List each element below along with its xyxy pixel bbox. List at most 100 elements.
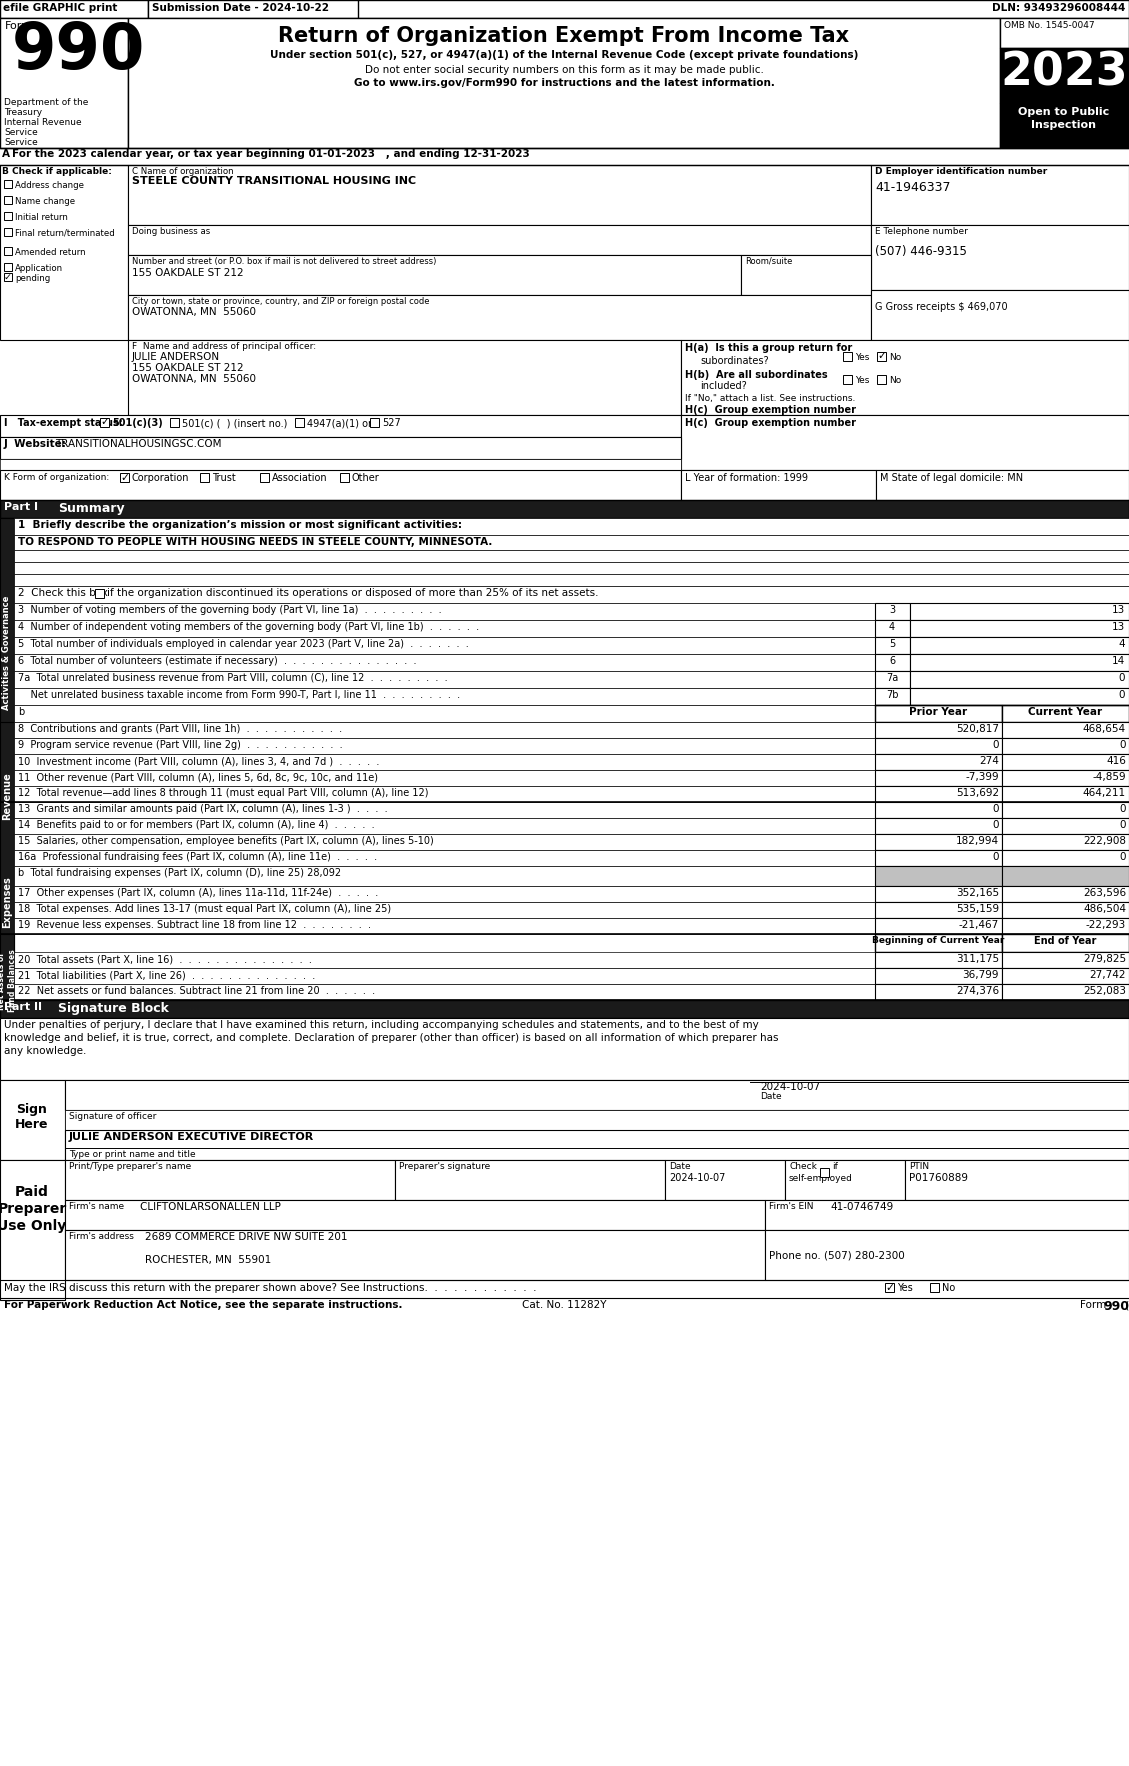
Text: Signature Block: Signature Block — [58, 1001, 169, 1015]
Text: -21,467: -21,467 — [959, 920, 999, 931]
Text: Phone no. (507) 280-2300: Phone no. (507) 280-2300 — [769, 1250, 904, 1259]
Bar — [5, 274, 12, 281]
Bar — [0, 415, 681, 436]
Text: 527: 527 — [382, 419, 401, 427]
Text: Form: Form — [1080, 1300, 1110, 1310]
Bar — [0, 436, 681, 459]
Bar — [0, 1000, 1129, 1017]
Bar — [875, 902, 1003, 918]
Bar — [65, 1229, 765, 1280]
Bar — [875, 602, 910, 620]
Bar — [14, 952, 875, 968]
Bar — [0, 0, 1129, 18]
Text: Expenses: Expenses — [2, 876, 12, 927]
Text: 13: 13 — [1112, 622, 1124, 632]
Text: 4  Number of independent voting members of the governing body (Part VI, line 1b): 4 Number of independent voting members o… — [18, 622, 479, 632]
Bar — [1003, 952, 1129, 968]
Text: 20  Total assets (Part X, line 16)  .  .  .  .  .  .  .  .  .  .  .  .  .  .  .: 20 Total assets (Part X, line 16) . . . … — [18, 954, 312, 964]
Text: TRANSITIONALHOUSINGSC.COM: TRANSITIONALHOUSINGSC.COM — [55, 440, 221, 449]
Bar — [14, 770, 875, 786]
Text: 1  Briefly describe the organization’s mission or most significant activities:: 1 Briefly describe the organization’s mi… — [18, 519, 462, 530]
Text: Department of the: Department of the — [5, 97, 88, 108]
Text: For Paperwork Reduction Act Notice, see the separate instructions.: For Paperwork Reduction Act Notice, see … — [5, 1300, 403, 1310]
Text: May the IRS discuss this return with the preparer shown above? See Instructions.: May the IRS discuss this return with the… — [5, 1284, 536, 1293]
Bar — [0, 500, 1129, 517]
Text: 3  Number of voting members of the governing body (Part VI, line 1a)  .  .  .  .: 3 Number of voting members of the govern… — [18, 606, 441, 615]
Text: Date: Date — [760, 1091, 781, 1100]
Text: ✓: ✓ — [120, 473, 129, 482]
Text: subordinates?: subordinates? — [700, 357, 769, 366]
Bar — [0, 470, 681, 500]
Bar — [95, 590, 104, 599]
Text: 501(c)(3): 501(c)(3) — [112, 419, 163, 427]
Bar — [875, 770, 1003, 786]
Bar — [681, 470, 876, 500]
Text: Under penalties of perjury, I declare that I have examined this return, includin: Under penalties of perjury, I declare th… — [5, 1021, 759, 1030]
Text: ✓: ✓ — [885, 1282, 894, 1293]
Bar — [875, 887, 1003, 902]
Bar — [14, 865, 875, 887]
Text: Name change: Name change — [15, 198, 76, 207]
Text: 6: 6 — [889, 655, 895, 666]
Text: pending: pending — [15, 274, 51, 283]
Text: Final return/terminated: Final return/terminated — [15, 230, 115, 238]
Text: H(c)  Group exemption number: H(c) Group exemption number — [685, 419, 856, 427]
Text: L Year of formation: 1999: L Year of formation: 1999 — [685, 473, 808, 482]
Bar — [765, 1229, 1129, 1280]
Bar — [843, 351, 852, 360]
Text: Go to www.irs.gov/Form990 for instructions and the latest information.: Go to www.irs.gov/Form990 for instructio… — [353, 78, 774, 88]
Text: JULIE ANDERSON: JULIE ANDERSON — [132, 351, 220, 362]
Text: 352,165: 352,165 — [956, 888, 999, 897]
Text: H(a)  Is this a group return for: H(a) Is this a group return for — [685, 343, 852, 353]
Text: Inspection: Inspection — [1032, 120, 1096, 131]
Text: Type or print name and title: Type or print name and title — [69, 1150, 195, 1158]
Text: 15  Salaries, other compensation, employee benefits (Part IX, column (A), lines : 15 Salaries, other compensation, employe… — [18, 835, 434, 846]
Text: Other: Other — [352, 473, 379, 482]
Bar — [875, 754, 1003, 770]
Text: efile GRAPHIC print: efile GRAPHIC print — [3, 4, 117, 12]
Text: 5  Total number of individuals employed in calendar year 2023 (Part V, line 2a) : 5 Total number of individuals employed i… — [18, 639, 469, 648]
Bar — [14, 738, 875, 754]
Text: 41-1946337: 41-1946337 — [875, 180, 951, 194]
Text: 182,994: 182,994 — [956, 835, 999, 846]
Text: 222,908: 222,908 — [1083, 835, 1126, 846]
Text: 9  Program service revenue (Part VIII, line 2g)  .  .  .  .  .  .  .  .  .  .  .: 9 Program service revenue (Part VIII, li… — [18, 740, 342, 751]
Text: 464,211: 464,211 — [1083, 788, 1126, 798]
Text: Submission Date - 2024-10-22: Submission Date - 2024-10-22 — [152, 4, 329, 12]
Bar — [876, 470, 1129, 500]
Bar — [1003, 722, 1129, 738]
Bar — [1003, 918, 1129, 934]
Bar — [1003, 934, 1129, 952]
Text: 0: 0 — [1119, 673, 1124, 683]
Text: Beginning of Current Year: Beginning of Current Year — [872, 936, 1004, 945]
Text: 17  Other expenses (Part IX, column (A), lines 11a-11d, 11f-24e)  .  .  .  .  .: 17 Other expenses (Part IX, column (A), … — [18, 888, 378, 897]
Text: OWATONNA, MN  55060: OWATONNA, MN 55060 — [132, 374, 256, 383]
Text: Service: Service — [5, 138, 37, 147]
Text: Application: Application — [15, 263, 63, 274]
Bar — [1003, 802, 1129, 818]
Text: 11  Other revenue (Part VIII, column (A), lines 5, 6d, 8c, 9c, 10c, and 11e): 11 Other revenue (Part VIII, column (A),… — [18, 772, 378, 782]
Text: I   Tax-exempt status:: I Tax-exempt status: — [5, 419, 123, 427]
Text: ✓: ✓ — [877, 351, 886, 362]
Bar — [14, 834, 875, 849]
Text: If "No," attach a list. See instructions.: If "No," attach a list. See instructions… — [685, 394, 856, 403]
Text: 13  Grants and similar amounts paid (Part IX, column (A), lines 1-3 )  .  .  .  : 13 Grants and similar amounts paid (Part… — [18, 804, 387, 814]
Text: Check: Check — [789, 1162, 817, 1171]
Bar — [14, 620, 875, 638]
Text: J  Website:: J Website: — [5, 440, 67, 449]
Text: No: No — [942, 1284, 955, 1293]
Bar — [0, 722, 14, 871]
Text: 513,692: 513,692 — [956, 788, 999, 798]
Text: E Telephone number: E Telephone number — [875, 228, 968, 237]
Text: 2689 COMMERCE DRIVE NW SUITE 201: 2689 COMMERCE DRIVE NW SUITE 201 — [145, 1233, 348, 1241]
Bar — [65, 1130, 1129, 1160]
Text: 4947(a)(1) or: 4947(a)(1) or — [307, 419, 371, 427]
Bar — [877, 374, 886, 383]
Text: Yes: Yes — [855, 376, 869, 385]
Bar — [5, 228, 12, 237]
Text: Corporation: Corporation — [132, 473, 190, 482]
Bar — [875, 934, 1003, 952]
Text: TO RESPOND TO PEOPLE WITH HOUSING NEEDS IN STEELE COUNTY, MINNESOTA.: TO RESPOND TO PEOPLE WITH HOUSING NEEDS … — [18, 537, 492, 547]
Text: Yes: Yes — [855, 353, 869, 362]
Bar — [128, 164, 870, 224]
